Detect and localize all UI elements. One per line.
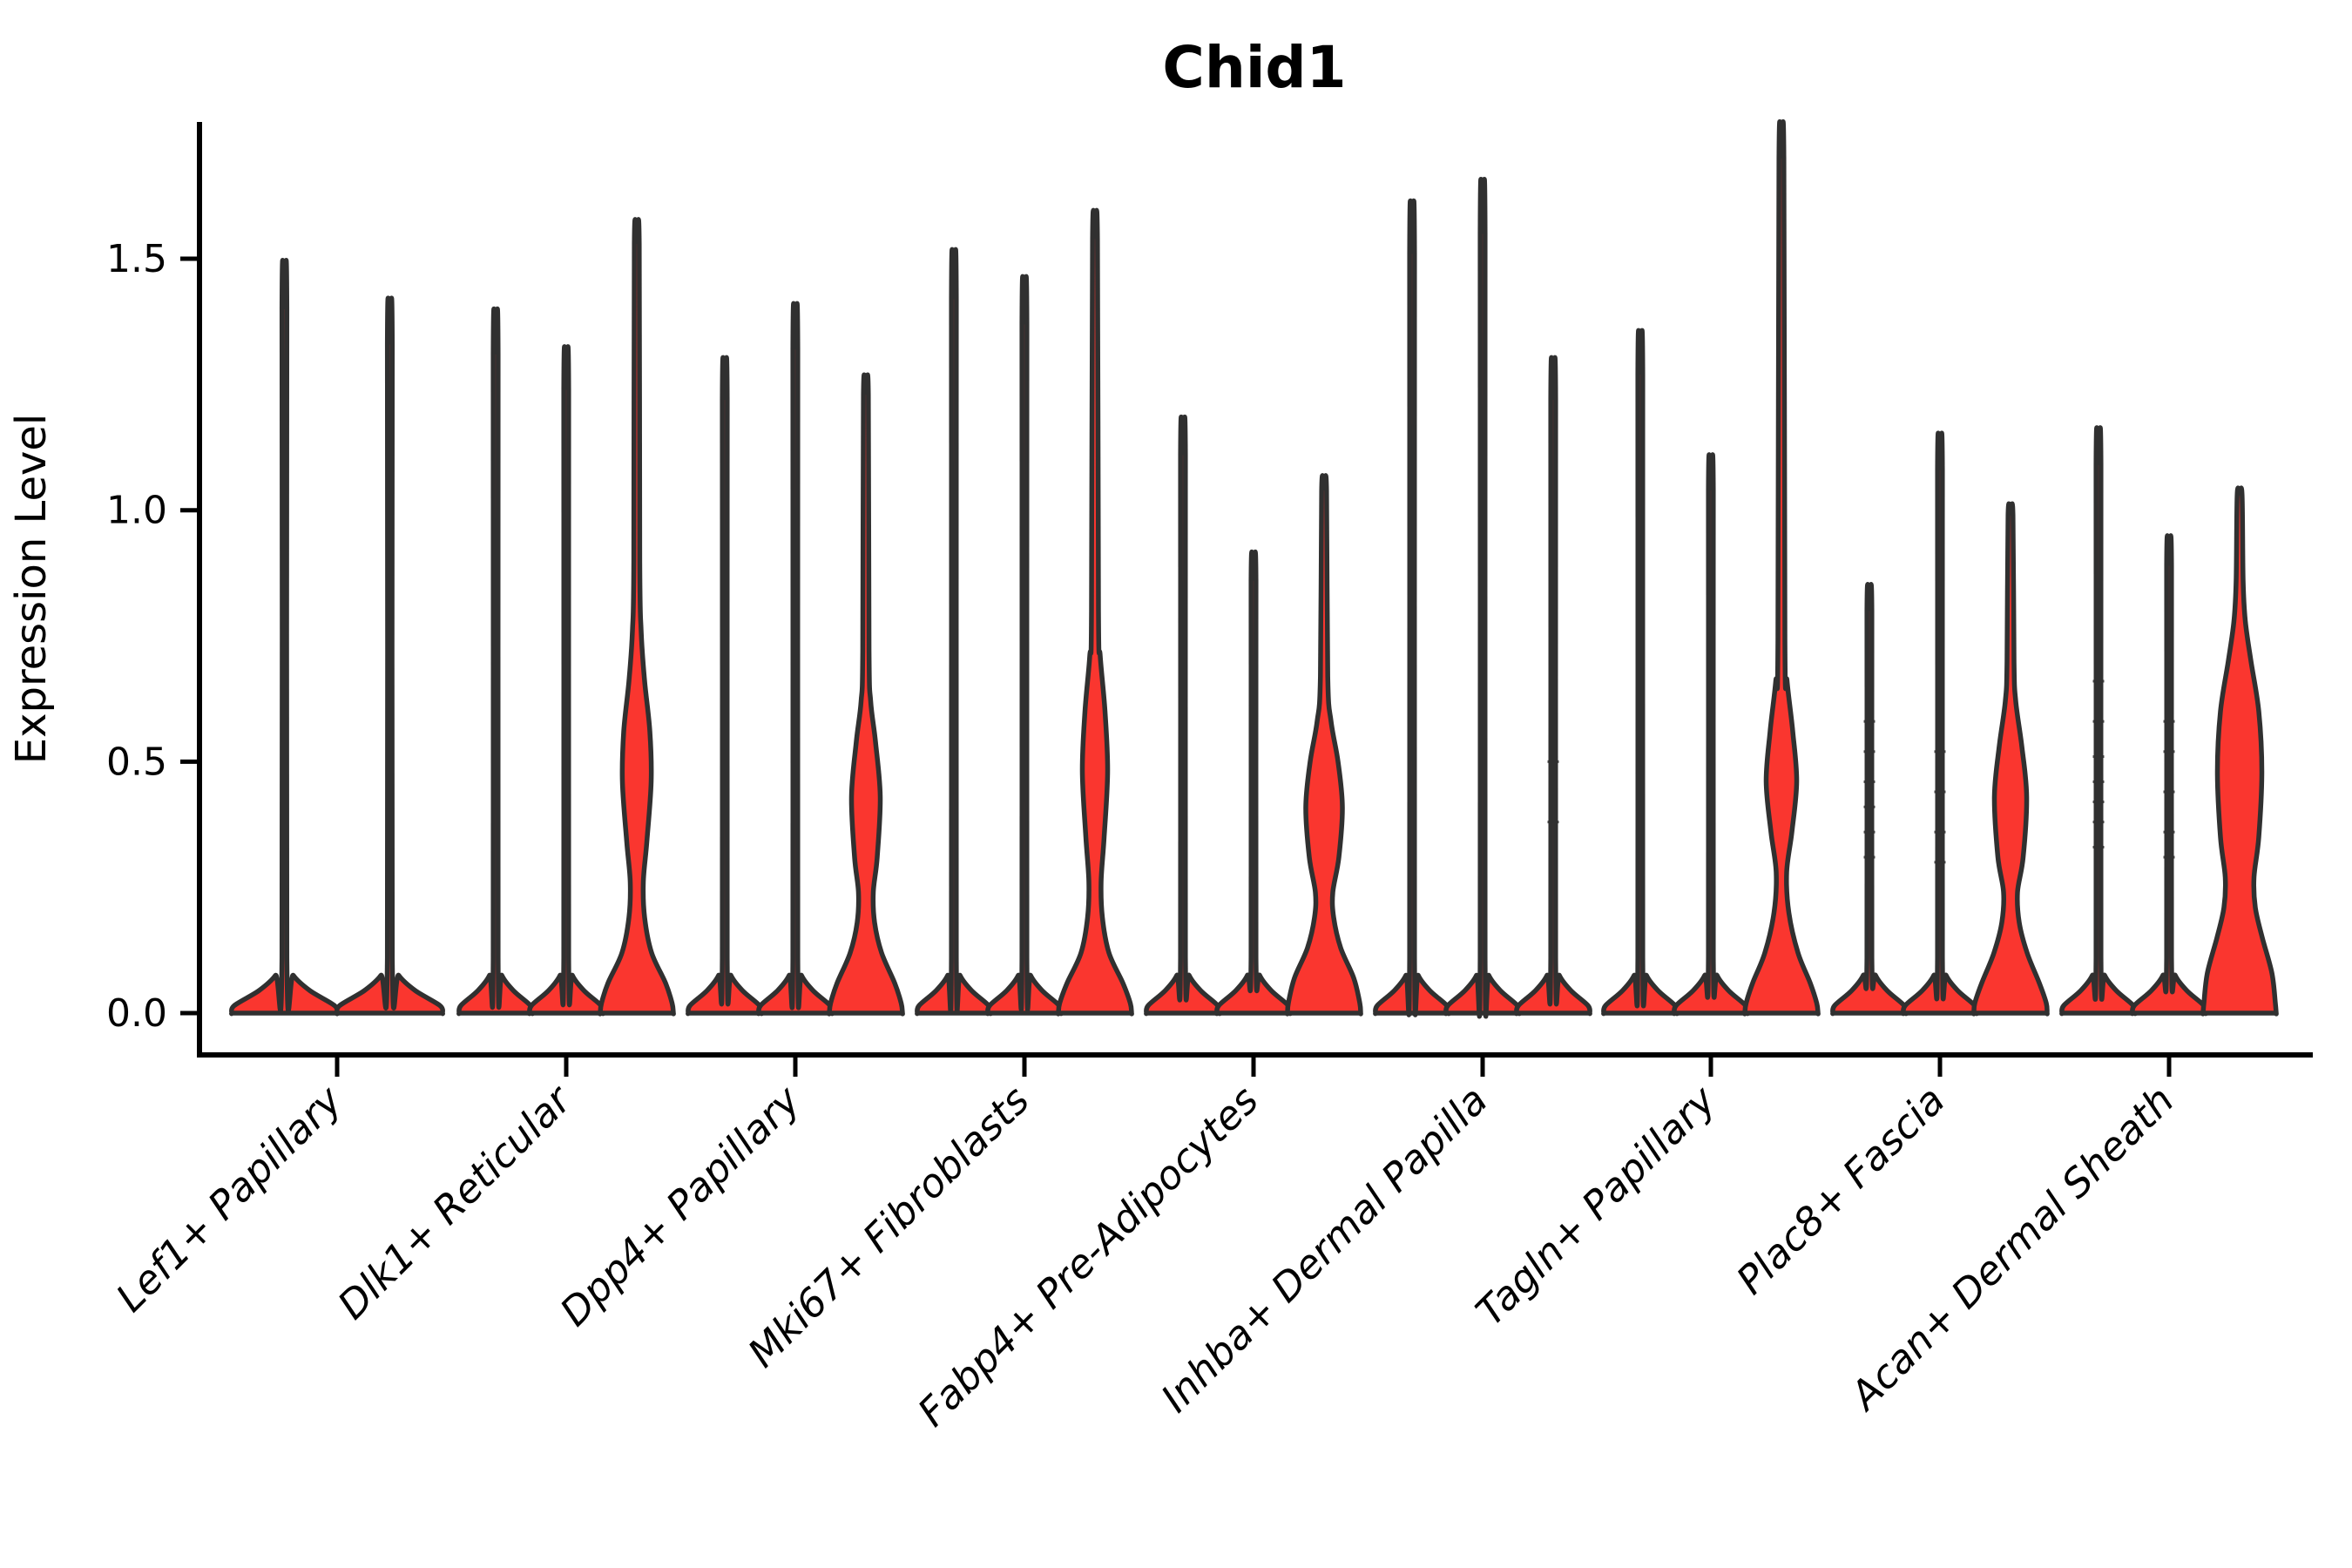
violin-spike bbox=[334, 295, 446, 1017]
y-tick-label: 0.0 bbox=[106, 991, 167, 1036]
violin-spike bbox=[456, 307, 535, 1017]
violin-density bbox=[2200, 485, 2279, 1017]
violin-spike bbox=[985, 274, 1064, 1017]
violin-spike bbox=[1514, 355, 1592, 1017]
violin-density bbox=[1742, 119, 1821, 1017]
chart-title: Chid1 bbox=[1162, 34, 1346, 101]
violin-density bbox=[1285, 473, 1363, 1017]
violin-density bbox=[598, 217, 676, 1017]
x-tick-label: Lef1+ Papillary bbox=[107, 1076, 352, 1321]
violin-spike bbox=[228, 258, 341, 1017]
violin-spike bbox=[915, 247, 993, 1017]
violin-spike bbox=[1672, 452, 1750, 1017]
violin-spike bbox=[527, 344, 605, 1017]
y-tick-label: 0.5 bbox=[106, 740, 167, 784]
y-tick-label: 1.5 bbox=[106, 237, 167, 281]
violin-spike bbox=[1144, 414, 1222, 1017]
violin-spike bbox=[1830, 582, 1909, 1017]
x-tick-label: Dpp4+ Papillary bbox=[551, 1076, 810, 1335]
violin-density bbox=[1056, 207, 1134, 1017]
violin-density bbox=[827, 372, 905, 1017]
y-tick-label: 1.0 bbox=[106, 489, 167, 533]
y-axis-title: Expression Level bbox=[7, 414, 56, 765]
axes bbox=[180, 122, 2313, 1077]
x-tick-label: Plac8+ Fascia bbox=[1727, 1077, 1954, 1303]
violin-spike bbox=[686, 355, 764, 1017]
violin-spike bbox=[1601, 328, 1680, 1017]
x-tick-label: Dlk1+ Reticular bbox=[328, 1076, 581, 1328]
x-tick-label: Tagln+ Papillary bbox=[1467, 1076, 1726, 1335]
violin-spike bbox=[1214, 549, 1293, 1017]
violin-spike bbox=[1373, 198, 1451, 1017]
violin-spike bbox=[1443, 177, 1522, 1019]
violins-layer bbox=[228, 119, 2279, 1019]
violin-spike bbox=[1901, 430, 1979, 1017]
violin-spike bbox=[2130, 533, 2208, 1017]
violin-spike bbox=[756, 301, 835, 1017]
violin-density bbox=[1971, 501, 2050, 1017]
